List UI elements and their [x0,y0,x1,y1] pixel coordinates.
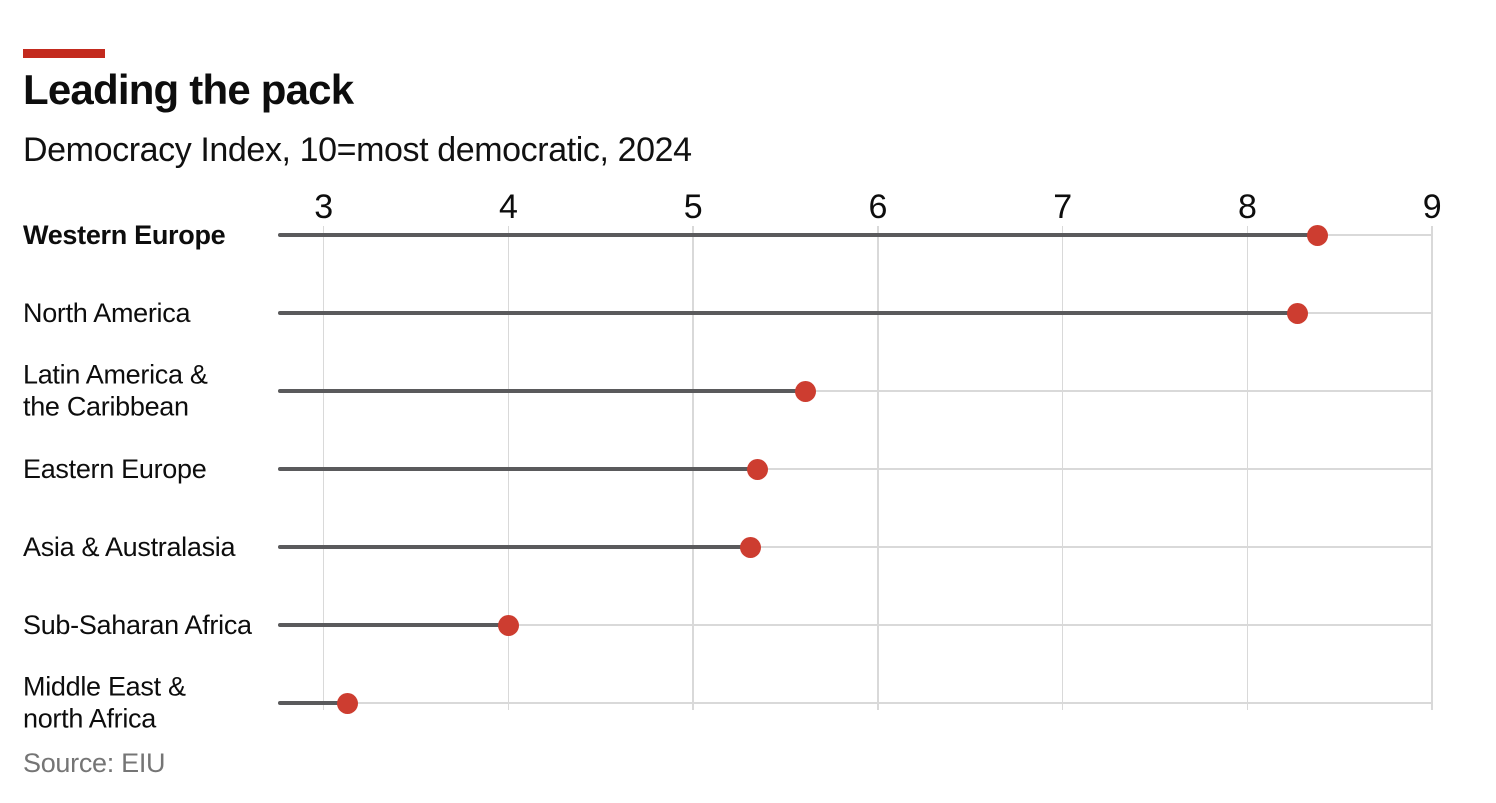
stem-line [278,623,509,627]
value-dot [497,614,519,636]
row-label: Sub-Saharan Africa [23,609,252,640]
axis-tick-label: 8 [1237,188,1257,226]
chart-title: Leading the pack [23,66,354,113]
row-label: North America [23,297,191,328]
value-dot [739,536,761,558]
stem-line [278,233,1318,237]
row-label: Asia & Australasia [23,531,236,562]
source-note: Source: EIU [23,748,166,778]
track-line [278,390,1432,392]
axis-tick-label: 9 [1422,188,1442,226]
row-label: Eastern Europe [23,453,207,484]
chart-subtitle: Democracy Index, 10=most democratic, 202… [23,131,692,169]
value-dot [337,692,359,714]
stem-line [278,467,758,471]
axis-tick-label: 3 [314,188,333,226]
gridline [1431,226,1433,710]
track-line [278,624,1432,626]
track-line [278,468,1432,470]
stem-line [278,311,1298,315]
value-dot [795,380,817,402]
value-dot [1306,224,1328,246]
stem-line [278,545,751,549]
axis-tick-label: 4 [498,188,518,226]
stem-line [278,389,806,393]
axis-tick-label: 5 [683,188,703,226]
row-label: Middle East & north Africa [23,671,186,734]
red-tag-bar [23,49,105,58]
value-dot [747,458,769,480]
row-label: Western Europe [23,219,226,250]
track-line [278,546,1432,548]
stem-line [278,701,348,705]
axis-tick-label: 7 [1053,188,1072,226]
axis-tick-label: 6 [868,188,888,226]
row-label: Latin America & the Caribbean [23,359,208,422]
value-dot [1286,302,1308,324]
track-line [278,702,1432,704]
